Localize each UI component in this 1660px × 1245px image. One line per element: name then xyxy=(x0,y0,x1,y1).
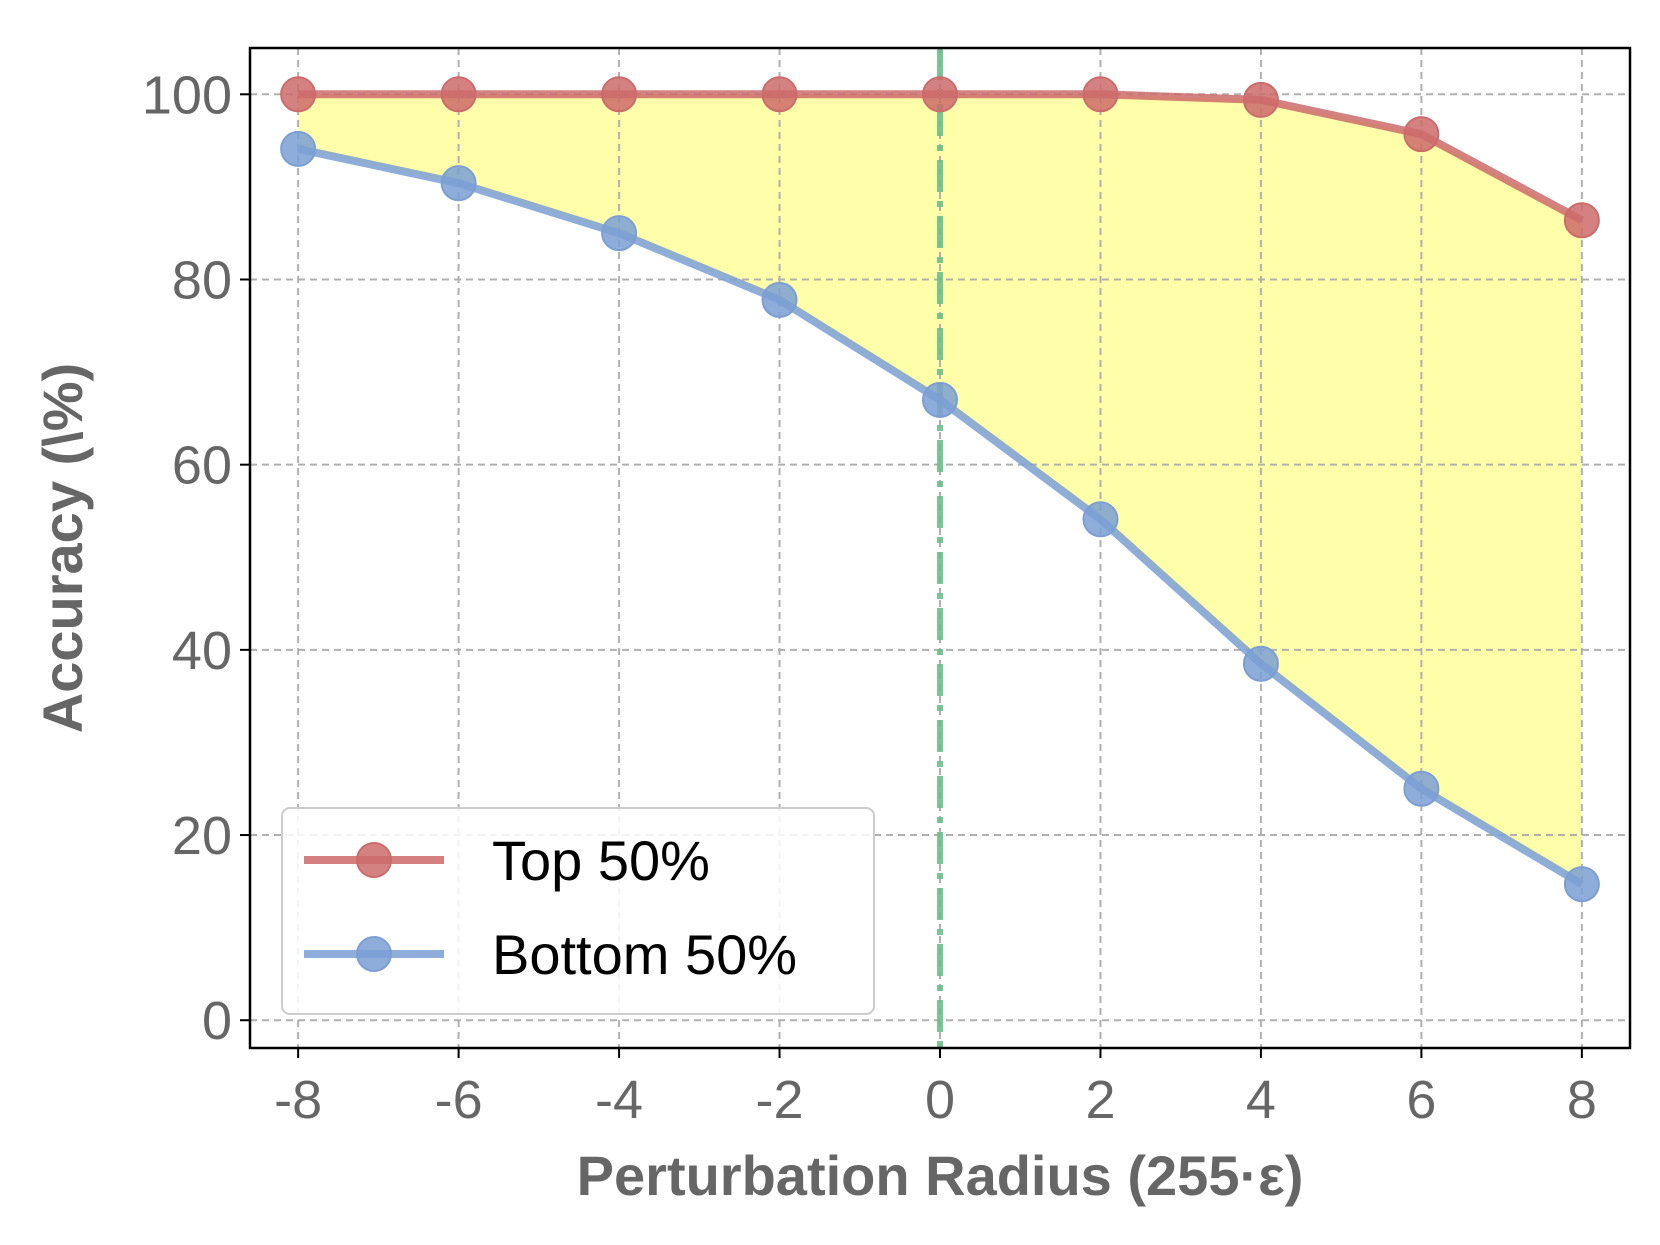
series-2-point-5 xyxy=(1082,501,1119,538)
series-1-point-2 xyxy=(601,76,638,113)
legend-marker-2 xyxy=(356,936,392,972)
y-tick-layer: 0 20 40 60 80 100 xyxy=(142,65,250,1051)
series-2-point-2 xyxy=(601,215,638,252)
legend: Top 50% Bottom 50% xyxy=(281,807,875,1015)
series-2-point-4 xyxy=(922,381,958,418)
x-tick-label-8: 8 xyxy=(1567,1070,1597,1130)
series-1-point-5 xyxy=(1082,76,1119,113)
y-tick-label-1: 20 xyxy=(172,806,232,866)
series-2-point-7 xyxy=(1403,770,1440,807)
x-tick-label-0: -8 xyxy=(274,1070,322,1130)
y-tick-label-3: 60 xyxy=(172,436,232,496)
series-2-point-8 xyxy=(1563,866,1600,903)
series-layer xyxy=(280,76,1600,903)
x-tick-label-7: 6 xyxy=(1406,1070,1436,1130)
legend-label-1: Top 50% xyxy=(492,829,710,892)
x-tick-label-6: 4 xyxy=(1246,1070,1276,1130)
x-tick-label-2: -4 xyxy=(595,1070,643,1130)
x-tick-label-1: -6 xyxy=(435,1070,483,1130)
x-axis-title: Perturbation Radius (255·ε) xyxy=(577,1144,1304,1207)
series-1-point-1 xyxy=(440,76,477,113)
legend-marker-1 xyxy=(356,842,392,878)
series-1-point-6 xyxy=(1242,81,1279,118)
x-tick-label-5: 2 xyxy=(1085,1070,1115,1130)
series-1-point-0 xyxy=(280,76,317,113)
series-1-point-7 xyxy=(1403,116,1440,153)
series-1-point-8 xyxy=(1563,202,1600,239)
series-2-point-0 xyxy=(280,130,317,167)
legend-label-2: Bottom 50% xyxy=(492,923,797,986)
series-2-point-6 xyxy=(1242,645,1279,682)
x-tick-layer: -8 -6 -4 -2 0 2 4 6 8 xyxy=(274,1048,1597,1130)
y-tick-label-2: 40 xyxy=(172,621,232,681)
y-tick-label-5: 100 xyxy=(142,65,232,125)
series-1-point-4 xyxy=(922,76,958,113)
series-1-point-3 xyxy=(761,76,798,113)
x-tick-label-4: 0 xyxy=(925,1070,955,1130)
series-2-point-3 xyxy=(761,281,798,318)
y-tick-label-0: 0 xyxy=(202,991,232,1051)
y-axis-title: Accuracy (\%) xyxy=(31,363,94,733)
series-2-point-1 xyxy=(440,165,477,202)
x-tick-label-3: -2 xyxy=(756,1070,804,1130)
y-tick-label-4: 80 xyxy=(172,250,232,310)
